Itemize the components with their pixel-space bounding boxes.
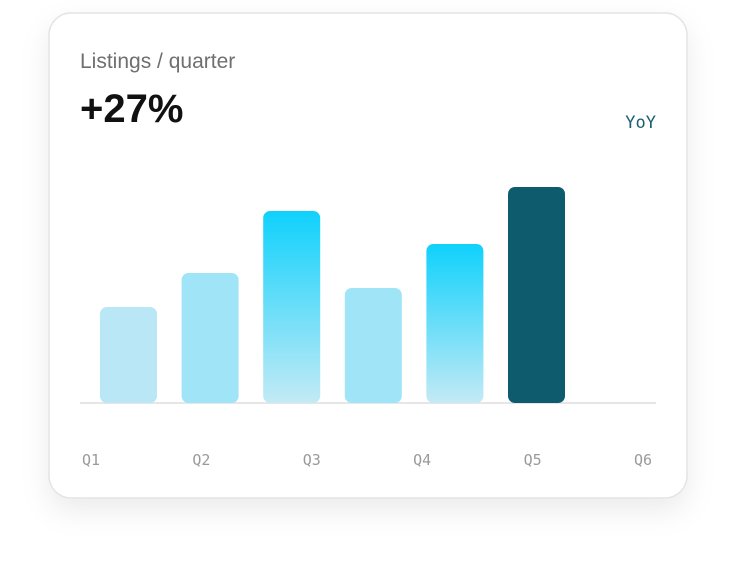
bar: [344, 288, 402, 403]
x-tick-label: Q1: [82, 451, 100, 469]
x-tick-label: Q4: [413, 451, 431, 469]
bar: [181, 273, 239, 403]
bar: [263, 211, 321, 403]
x-tick-label: Q3: [303, 451, 321, 469]
bar: [508, 187, 565, 403]
bars: [100, 187, 565, 403]
x-tick-label: Q6: [634, 451, 652, 469]
yoy-badge: YoY: [625, 113, 656, 133]
bar: [100, 307, 157, 403]
x-tick-label: Q2: [192, 451, 210, 469]
bar: [426, 244, 484, 403]
card-title: Listings / quarter: [80, 50, 235, 73]
card: [48, 12, 688, 499]
x-tick-label: Q5: [524, 451, 542, 469]
kpi-value: +27%: [80, 87, 183, 131]
